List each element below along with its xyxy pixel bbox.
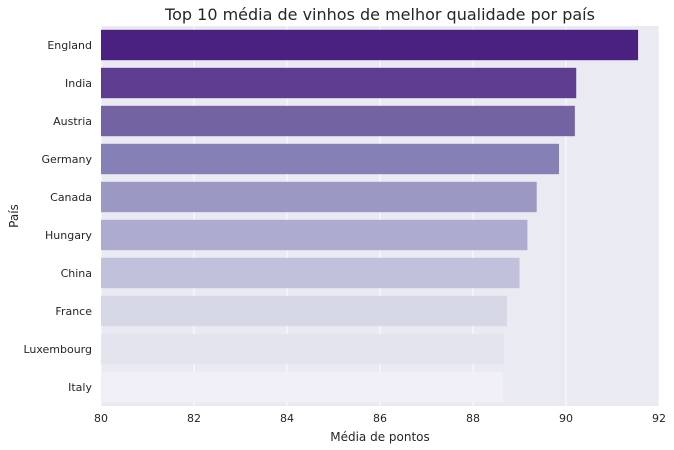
bar-austria bbox=[101, 105, 575, 137]
x-tick-label: 88 bbox=[466, 412, 480, 425]
y-axis-label: País bbox=[7, 204, 21, 228]
x-tick-label: 90 bbox=[559, 412, 573, 425]
y-tick-label: France bbox=[55, 305, 92, 318]
bar-france bbox=[101, 295, 507, 327]
x-axis-label: Média de pontos bbox=[330, 430, 430, 444]
bar-england bbox=[101, 29, 639, 61]
y-tick-labels: England India Austria Germany Canada Hungary C… bbox=[23, 39, 92, 394]
bar-luxembourg bbox=[101, 333, 505, 365]
y-tick-label: Italy bbox=[68, 381, 92, 394]
y-tick-label: England bbox=[47, 39, 92, 52]
bar-china bbox=[101, 257, 520, 289]
bar-germany bbox=[101, 143, 560, 175]
bars bbox=[101, 29, 639, 403]
y-tick-label: Hungary bbox=[45, 229, 92, 242]
bar-india bbox=[101, 67, 577, 99]
x-tick-label: 82 bbox=[187, 412, 201, 425]
bar-canada bbox=[101, 181, 537, 213]
x-tick-label: 80 bbox=[94, 412, 108, 425]
x-tick-label: 84 bbox=[280, 412, 294, 425]
chart-title: Top 10 média de vinhos de melhor qualida… bbox=[164, 5, 595, 24]
y-tick-label: Luxembourg bbox=[23, 343, 92, 356]
y-tick-label: India bbox=[65, 77, 92, 90]
y-tick-label: China bbox=[61, 267, 92, 280]
x-tick-labels: 80 82 84 86 88 90 92 bbox=[94, 412, 666, 425]
y-tick-label: Austria bbox=[53, 115, 92, 128]
bar-italy bbox=[101, 371, 503, 403]
bar-hungary bbox=[101, 219, 528, 251]
y-tick-label: Germany bbox=[41, 153, 92, 166]
x-tick-label: 86 bbox=[373, 412, 387, 425]
x-tick-label: 92 bbox=[652, 412, 666, 425]
y-tick-label: Canada bbox=[50, 191, 92, 204]
